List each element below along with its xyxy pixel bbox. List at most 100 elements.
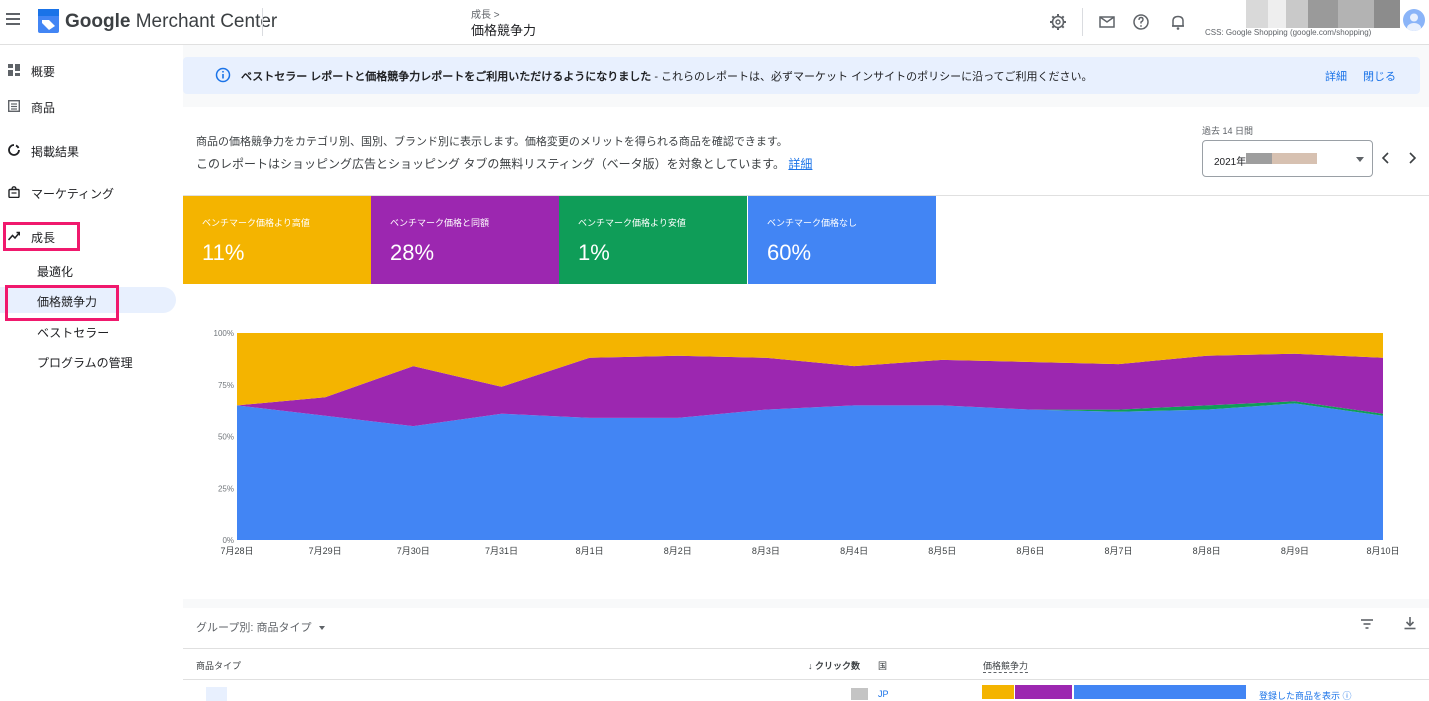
tile-no-benchmark[interactable]: ベンチマーク価格なし 60% bbox=[748, 196, 936, 284]
competitiveness-bar-above bbox=[982, 685, 1014, 699]
x-tick-label: 8月9日 bbox=[1281, 546, 1309, 556]
toolbar-divider bbox=[1082, 8, 1083, 36]
banner-close-link[interactable]: 閉じる bbox=[1363, 71, 1396, 83]
sidebar-item-performance[interactable]: 掲載結果 bbox=[0, 138, 183, 164]
sidebar-item-growth[interactable]: 成長 bbox=[0, 224, 183, 250]
date-redacted bbox=[1272, 153, 1317, 164]
report-scope-text: このレポートはショッピング広告とショッピング タブの無料リスティング（ベータ版）… bbox=[196, 157, 786, 171]
filter-icon[interactable] bbox=[1359, 616, 1375, 632]
column-header-clicks[interactable]: ↓ クリック数 bbox=[808, 661, 861, 671]
date-range-select[interactable]: 2021年 bbox=[1202, 140, 1373, 177]
products-icon bbox=[8, 100, 20, 112]
sidebar-subitem-price-competitiveness[interactable]: 価格競争力 bbox=[0, 287, 176, 313]
sidebar: 概要 商品 掲載結果 マーケティング 成長 最適化 価格競争力 ベストセラー プ… bbox=[0, 45, 183, 701]
sidebar-item-label: 概要 bbox=[31, 65, 56, 79]
y-tick-label: 50% bbox=[218, 433, 234, 442]
x-tick-label: 8月3日 bbox=[752, 546, 780, 556]
price-competitiveness-chart: 0% 25% 50% 75% 100% 7月28日 7月29日 7月30日 7月31日 8月1日 8… bbox=[214, 329, 1400, 556]
y-tick-label: 100% bbox=[214, 329, 234, 338]
merchant-center-logo-icon[interactable] bbox=[38, 9, 59, 33]
account-label[interactable]: CSS: Google Shopping (google.com/shoppin… bbox=[1205, 28, 1372, 37]
x-tick-label: 7月28日 bbox=[220, 546, 253, 556]
mail-icon[interactable] bbox=[1097, 12, 1117, 32]
competitiveness-bar-none bbox=[1074, 685, 1246, 699]
download-icon[interactable] bbox=[1402, 615, 1418, 631]
tile-above-benchmark[interactable]: ベンチマーク価格より高値 11% bbox=[183, 196, 371, 284]
tile-value: 28% bbox=[390, 240, 435, 265]
account-name-redacted bbox=[1228, 0, 1400, 28]
tile-label: ベンチマーク価格より安値 bbox=[578, 218, 686, 228]
table-divider bbox=[183, 648, 1429, 649]
x-tick-label: 8月8日 bbox=[1193, 546, 1221, 556]
marketing-icon bbox=[8, 186, 20, 198]
column-header-product-type[interactable]: 商品タイプ bbox=[196, 661, 242, 671]
tile-below-benchmark[interactable]: ベンチマーク価格より安値 1% bbox=[559, 196, 747, 284]
sidebar-subitem-label: ベストセラー bbox=[37, 326, 110, 340]
column-header-country[interactable]: 国 bbox=[878, 661, 888, 671]
column-header-price-competitiveness[interactable]: 価格競争力 bbox=[983, 661, 1029, 673]
tile-value: 11% bbox=[202, 240, 245, 265]
table-divider bbox=[183, 679, 1429, 680]
x-tick-label: 7月31日 bbox=[485, 546, 518, 556]
x-tick-label: 8月4日 bbox=[840, 546, 868, 556]
dashboard-icon bbox=[8, 64, 20, 76]
banner-bold-text: ベストセラー レポートと価格競争力レポートをご利用いただけるようになりました bbox=[241, 71, 652, 83]
sidebar-item-products[interactable]: 商品 bbox=[0, 94, 183, 120]
y-tick-label: 75% bbox=[218, 381, 234, 390]
growth-icon bbox=[8, 231, 20, 241]
sidebar-item-marketing[interactable]: マーケティング bbox=[0, 180, 183, 206]
date-range-value: 2021年 bbox=[1214, 157, 1247, 168]
view-products-label: 登録した商品を表示 bbox=[1259, 691, 1341, 701]
x-tick-label: 8月2日 bbox=[664, 546, 692, 556]
help-icon[interactable] bbox=[1131, 12, 1151, 32]
sidebar-subitem-program-management[interactable]: プログラムの管理 bbox=[0, 348, 176, 374]
avatar[interactable] bbox=[1403, 9, 1425, 31]
performance-icon bbox=[8, 144, 20, 156]
chevron-left-icon[interactable] bbox=[1378, 150, 1394, 166]
sidebar-item-label: 商品 bbox=[31, 101, 56, 115]
page-title: 価格競争力 bbox=[471, 23, 537, 38]
report-details-link[interactable]: 詳細 bbox=[788, 157, 813, 171]
highlight-box bbox=[3, 222, 80, 251]
tile-equal-benchmark[interactable]: ベンチマーク価格と同額 28% bbox=[371, 196, 559, 284]
help-icon[interactable]: ⓘ bbox=[1342, 691, 1352, 701]
y-tick-label: 0% bbox=[222, 536, 234, 545]
banner-details-link[interactable]: 詳細 bbox=[1325, 71, 1347, 83]
summary-tiles: ベンチマーク価格より高値 11% ベンチマーク価格と同額 28% ベンチマーク価… bbox=[183, 196, 936, 284]
brand-product: Merchant Center bbox=[130, 11, 278, 32]
area-series-1 bbox=[237, 401, 1383, 427]
sidebar-item-label: マーケティング bbox=[31, 187, 115, 201]
report-description: 商品の価格競争力をカテゴリ別、国別、ブランド別に表示します。価格変更のメリットを… bbox=[196, 136, 788, 148]
tile-label: ベンチマーク価格より高値 bbox=[202, 218, 310, 228]
menu-icon[interactable] bbox=[6, 13, 20, 27]
sidebar-item-label: 成長 bbox=[31, 231, 56, 245]
x-tick-label: 7月30日 bbox=[397, 546, 430, 556]
group-by-select[interactable]: グループ別: 商品タイプ bbox=[196, 619, 326, 635]
dropdown-arrow-icon bbox=[319, 626, 326, 631]
x-tick-label: 8月5日 bbox=[928, 546, 956, 556]
group-by-label: グループ別: 商品タイプ bbox=[196, 622, 312, 634]
banner-text: - これらのレポートは、必ずマーケット インサイトのポリシーに沿ってご利用くださ… bbox=[651, 71, 1093, 83]
area-series-0 bbox=[237, 403, 1383, 540]
area-series-2 bbox=[237, 353, 1383, 427]
sidebar-item-overview[interactable]: 概要 bbox=[0, 58, 183, 84]
app-brand[interactable]: Google Merchant Center bbox=[65, 11, 277, 33]
main-content: ベストセラー レポートと価格競争力レポートをご利用いただけるようになりました -… bbox=[183, 45, 1429, 701]
notifications-icon[interactable] bbox=[1168, 12, 1188, 32]
chevron-right-icon[interactable] bbox=[1404, 150, 1420, 166]
product-type-cell-redacted bbox=[206, 687, 227, 701]
x-tick-label: 8月1日 bbox=[576, 546, 604, 556]
settings-icon[interactable] bbox=[1048, 12, 1068, 32]
country-cell: JP bbox=[878, 689, 889, 699]
brand-google: Google bbox=[65, 11, 131, 32]
view-products-link[interactable]: 登録した商品を表示 ⓘ bbox=[1259, 689, 1352, 701]
banner-message: ベストセラー レポートと価格競争力レポートをご利用いただけるようになりました -… bbox=[241, 68, 1093, 84]
report-scope-description: このレポートはショッピング広告とショッピング タブの無料リスティング（ベータ版）… bbox=[196, 155, 812, 172]
period-label: 過去 14 日間 bbox=[1202, 126, 1254, 136]
y-tick-label: 25% bbox=[218, 484, 234, 493]
breadcrumb[interactable]: 成長 > bbox=[471, 10, 500, 21]
tile-label: ベンチマーク価格なし bbox=[767, 218, 858, 228]
sidebar-subitem-optimization[interactable]: 最適化 bbox=[0, 257, 176, 283]
sidebar-subitem-bestsellers[interactable]: ベストセラー bbox=[0, 318, 176, 344]
info-banner: ベストセラー レポートと価格競争力レポートをご利用いただけるようになりました -… bbox=[183, 57, 1420, 94]
